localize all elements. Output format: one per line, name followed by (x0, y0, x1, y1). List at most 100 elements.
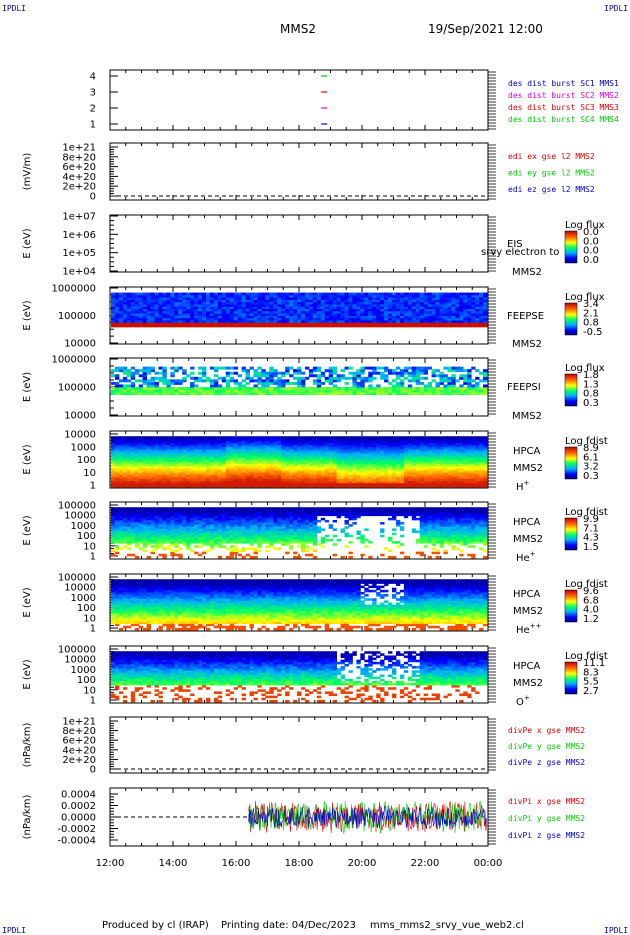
feepse-panel-cell (198, 295, 202, 298)
feepse-panel-cell (265, 306, 269, 309)
feepse-panel-cell (372, 311, 376, 314)
feepse-panel-cell (194, 316, 198, 319)
feepse-panel-cell (368, 318, 372, 321)
feepse-panel-cell (253, 293, 257, 296)
hpca-h-panel-cell (170, 436, 174, 439)
feepsi-panel-cell (483, 379, 487, 382)
feepse-panel-cell (309, 318, 313, 321)
feepse-panel-cell (479, 306, 483, 309)
feepsi-panel-cell (253, 374, 257, 377)
feepse-panel-cell (206, 309, 210, 312)
feepse-panel-cell (238, 304, 242, 307)
feepsi-panel-cell (115, 384, 119, 387)
feepsi-panel-cell (115, 374, 119, 377)
feepse-panel-cell (226, 318, 230, 321)
feepse-panel-cell (273, 293, 277, 296)
feepse-panel-cell (186, 297, 190, 300)
feepse-panel-cell (253, 311, 257, 314)
feepse-panel-cell (436, 316, 440, 319)
feepse-panel-cell (135, 316, 139, 319)
feepsi-panel-cell (151, 377, 155, 380)
feepse-panel-cell (396, 325, 400, 328)
feepsi-panel-cell (147, 392, 151, 395)
feepse-panel-cell (257, 299, 261, 302)
feepse-panel-cell (111, 295, 115, 298)
feepsi-panel-cell (115, 369, 119, 372)
feepsi-panel-cell (360, 367, 364, 370)
feepse-panel-cell (158, 311, 162, 314)
feepse-panel-cell (368, 293, 372, 296)
feepse-panel-cell (198, 311, 202, 314)
feepse-panel-cell (396, 318, 400, 321)
feepsi-panel-cell (257, 390, 261, 393)
feepse-panel-cell (297, 320, 301, 323)
feepse-panel-cell (214, 311, 218, 314)
hpca-h-panel-cell (257, 436, 261, 439)
feepse-panel-cell (119, 299, 123, 302)
feepsi-panel-cell (155, 384, 159, 387)
feepse-panel-cell (404, 316, 408, 319)
feepsi-panel-cell (115, 367, 119, 370)
feepse-panel-cell (317, 306, 321, 309)
eis-panel-ytick-label: 1e+07 (62, 212, 96, 223)
feepse-panel-cell (115, 311, 119, 314)
feepse-panel-cell (380, 318, 384, 321)
feepse-panel-cell (265, 295, 269, 298)
feepsi-panel-cell (348, 390, 352, 393)
feepse-panel-cell (416, 302, 420, 305)
feepsi-panel-cell (341, 387, 345, 390)
feepse-panel-cell (285, 322, 289, 325)
feepse-panel-cell (281, 318, 285, 321)
feepse-panel-cell (210, 295, 214, 298)
feepsi-panel-cell (289, 392, 293, 395)
feepse-panel-cell (463, 293, 467, 296)
feepse-panel-cell (420, 311, 424, 314)
feepse-panel-cell (139, 309, 143, 312)
feepsi-panel-cell (210, 367, 214, 370)
feepse-panel-cell (257, 311, 261, 314)
feepse-panel-cell (455, 302, 459, 305)
feepse-panel-cell (242, 322, 246, 325)
feepse-panel-cell (139, 297, 143, 300)
feepse-panel-cell (420, 320, 424, 323)
feepsi-panel-cell (408, 379, 412, 382)
feepse-panel-cell (246, 302, 250, 305)
feepse-panel-cell (447, 309, 451, 312)
feepse-panel-cell (372, 318, 376, 321)
feepse-panel-cell (246, 309, 250, 312)
feepse-panel-cell (325, 297, 329, 300)
feepse-panel-cell (297, 295, 301, 298)
feepse-panel-cell (293, 299, 297, 302)
feepsi-panel-cell (408, 392, 412, 395)
feepse-panel-cell (483, 299, 487, 302)
feepse-panel-cell (463, 311, 467, 314)
feepse-panel-cell (285, 297, 289, 300)
feepsi-panel-cell (321, 372, 325, 375)
feepsi-panel-cell (170, 379, 174, 382)
feepse-panel-cell (475, 306, 479, 309)
feepse-panel-cell (388, 309, 392, 312)
feepse-panel-cell (198, 309, 202, 312)
feepsi-panel-cell (281, 372, 285, 375)
feepse-panel-cell (119, 311, 123, 314)
feepse-panel-cell (230, 322, 234, 325)
feepsi-panel-cell (218, 390, 222, 393)
feepsi-panel-cell (325, 379, 329, 382)
feepse-panel-cell (265, 311, 269, 314)
feepse-panel-cell (420, 297, 424, 300)
feepse-panel-cell (467, 299, 471, 302)
feepse-panel-cell (246, 325, 250, 328)
feepse-panel-cell (166, 325, 170, 328)
feepse-panel-cell (222, 320, 226, 323)
feepse-panel-cell (408, 302, 412, 305)
feepsi-panel-cell (309, 392, 313, 395)
hpca-h-panel-cell (309, 436, 313, 439)
feepsi-panel-cell (178, 387, 182, 390)
feepse-panel-cell (432, 293, 436, 296)
feepsi-panel-cell (412, 390, 416, 393)
feepse-panel-cell (186, 306, 190, 309)
feepse-panel-cell (467, 316, 471, 319)
feepsi-panel-cell (210, 379, 214, 382)
feepse-panel-cell (123, 299, 127, 302)
